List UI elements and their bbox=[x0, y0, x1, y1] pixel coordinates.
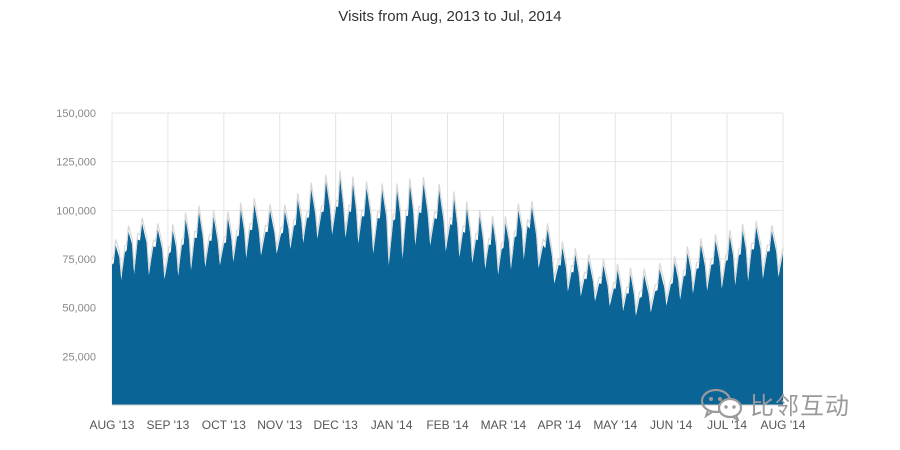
x-tick-label: APR '14 bbox=[538, 418, 582, 432]
y-tick-label: 150,000 bbox=[56, 108, 96, 120]
y-tick-label: 50,000 bbox=[62, 303, 96, 315]
x-tick-label: DEC '13 bbox=[314, 418, 359, 432]
x-tick-label: NOV '13 bbox=[257, 418, 302, 432]
visits-line bbox=[111, 170, 784, 311]
x-tick-label: OCT '13 bbox=[202, 418, 246, 432]
y-tick-label: 125,000 bbox=[56, 157, 96, 169]
x-tick-label: AUG '13 bbox=[90, 418, 135, 432]
visits-area bbox=[112, 177, 783, 405]
x-tick-label: JUN '14 bbox=[650, 418, 693, 432]
chart-title: Visits from Aug, 2013 to Jul, 2014 bbox=[338, 8, 562, 25]
plot-area bbox=[111, 170, 784, 405]
watermark-text: 比邻互动 bbox=[750, 393, 850, 420]
x-tick-label: AUG '14 bbox=[761, 418, 806, 432]
y-tick-label: 25,000 bbox=[62, 351, 96, 363]
y-tick-label: 75,000 bbox=[62, 254, 96, 266]
x-tick-label: SEP '13 bbox=[147, 418, 190, 432]
y-tick-label: 100,000 bbox=[56, 205, 96, 217]
x-tick-label: FEB '14 bbox=[426, 418, 469, 432]
wechat-icon bbox=[700, 388, 743, 421]
x-tick-label: JAN '14 bbox=[371, 418, 413, 432]
x-axis: AUG '13 SEP '13 OCT '13 NOV '13 DEC '13 JAN '… bbox=[90, 404, 806, 432]
y-axis: 25,000 50,000 75,000 100,000 125,000 150,000 bbox=[56, 108, 96, 363]
x-tick-label: MAY '14 bbox=[593, 418, 637, 432]
x-tick-label: JUL '14 bbox=[707, 418, 747, 432]
x-tick-label: MAR '14 bbox=[481, 418, 527, 432]
watermark: 比邻互动 bbox=[700, 386, 850, 421]
